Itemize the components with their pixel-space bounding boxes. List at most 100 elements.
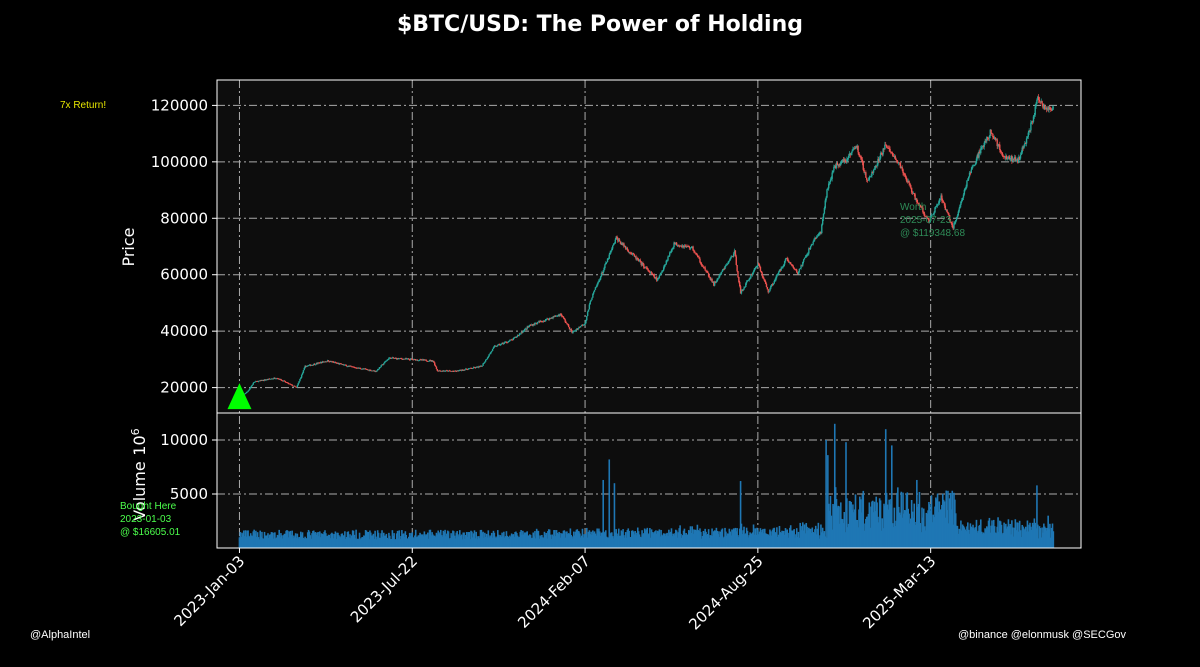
volume-bar bbox=[246, 530, 249, 548]
volume-bar bbox=[515, 531, 517, 548]
candle-body bbox=[760, 270, 763, 273]
candle-body bbox=[379, 367, 381, 368]
volume-bar bbox=[943, 501, 946, 548]
volume-bar bbox=[724, 527, 726, 548]
candle-body bbox=[759, 266, 762, 271]
volume-bar bbox=[536, 530, 539, 548]
candle-body bbox=[667, 256, 669, 261]
candle-body bbox=[526, 326, 528, 330]
candle-body bbox=[781, 267, 783, 269]
candle-body bbox=[820, 231, 822, 234]
candle-body bbox=[967, 179, 969, 181]
volume-bar bbox=[831, 529, 833, 548]
candle-body bbox=[827, 188, 829, 190]
volume-bar bbox=[785, 530, 788, 548]
volume-bar bbox=[779, 532, 782, 548]
volume-bar bbox=[419, 532, 421, 548]
volume-bar bbox=[1038, 526, 1041, 548]
candle-body bbox=[712, 281, 714, 283]
candle-body bbox=[993, 137, 996, 139]
candle-body bbox=[981, 145, 984, 147]
volume-bar bbox=[439, 532, 441, 548]
volume-bar bbox=[721, 528, 724, 548]
candle-body bbox=[535, 323, 538, 324]
volume-bar bbox=[284, 533, 287, 548]
candle-body bbox=[800, 265, 802, 269]
candle-body bbox=[661, 271, 663, 274]
volume-bar bbox=[1005, 523, 1007, 548]
candle-body bbox=[498, 344, 501, 346]
volume-bar bbox=[245, 536, 248, 548]
volume-bar bbox=[797, 531, 800, 548]
candle-body bbox=[998, 144, 1000, 146]
candle-body bbox=[1026, 136, 1029, 139]
candle-body bbox=[296, 385, 299, 388]
candle-body bbox=[476, 366, 478, 368]
volume-bar bbox=[528, 536, 530, 548]
candle-body bbox=[332, 361, 335, 363]
candle-body bbox=[681, 245, 683, 247]
volume-bar bbox=[542, 538, 545, 548]
volume-bar bbox=[777, 534, 780, 548]
volume-bar bbox=[255, 536, 258, 548]
volume-bar bbox=[487, 530, 490, 548]
candle-body bbox=[936, 205, 938, 207]
candle-body bbox=[933, 212, 935, 215]
candle-body bbox=[650, 272, 652, 274]
volume-bar bbox=[955, 525, 958, 548]
volume-bar bbox=[665, 533, 668, 548]
volume-bar bbox=[654, 531, 656, 548]
volume-bar bbox=[794, 537, 796, 548]
volume-bar bbox=[630, 530, 633, 548]
volume-bar bbox=[300, 531, 302, 548]
volume-bar bbox=[1006, 526, 1009, 548]
candle-body bbox=[780, 267, 782, 271]
candle-body bbox=[525, 328, 528, 330]
volume-bar bbox=[713, 530, 716, 548]
volume-bar bbox=[408, 532, 411, 548]
candle-body bbox=[830, 178, 833, 180]
volume-bar bbox=[500, 536, 503, 548]
volume-bar bbox=[438, 533, 440, 548]
candle-body bbox=[539, 320, 541, 323]
candle-body bbox=[338, 363, 341, 365]
candle-body bbox=[954, 222, 956, 224]
volume-bar bbox=[858, 509, 860, 548]
buy-annotation: Bought Here 2023-01-03 @ $16605.01 bbox=[120, 500, 180, 539]
candle-body bbox=[604, 264, 606, 269]
candle-body bbox=[459, 369, 461, 371]
volume-bar bbox=[672, 533, 674, 548]
volume-bar bbox=[744, 534, 746, 548]
candle-body bbox=[387, 359, 389, 361]
candle-body bbox=[711, 279, 713, 283]
volume-bar bbox=[613, 483, 616, 548]
volume-bar bbox=[459, 535, 462, 548]
candle-body bbox=[1044, 107, 1047, 110]
volume-bar bbox=[264, 535, 267, 548]
volume-bar bbox=[689, 526, 692, 548]
candle-body bbox=[636, 258, 638, 260]
candle-body bbox=[567, 324, 570, 328]
volume-bar bbox=[996, 526, 998, 548]
volume-bar bbox=[681, 535, 684, 548]
candle-body bbox=[374, 370, 376, 372]
candle-body bbox=[492, 347, 495, 349]
candle-body bbox=[716, 278, 718, 282]
candle-body bbox=[805, 256, 807, 258]
candle-body bbox=[427, 361, 429, 362]
candle-body bbox=[663, 264, 666, 268]
candle-body bbox=[870, 175, 872, 177]
volume-bar bbox=[738, 528, 741, 548]
candle-body bbox=[260, 380, 262, 381]
candle-body bbox=[657, 278, 660, 280]
candle-body bbox=[774, 279, 776, 281]
candle-body bbox=[587, 309, 590, 312]
candle-body bbox=[402, 358, 404, 360]
volume-bar bbox=[296, 533, 299, 548]
volume-bar bbox=[309, 535, 312, 548]
volume-bar bbox=[864, 523, 866, 548]
volume-bar bbox=[458, 530, 461, 548]
volume-bar bbox=[734, 527, 737, 548]
volume-bar bbox=[398, 530, 401, 548]
volume-bar bbox=[563, 530, 566, 548]
